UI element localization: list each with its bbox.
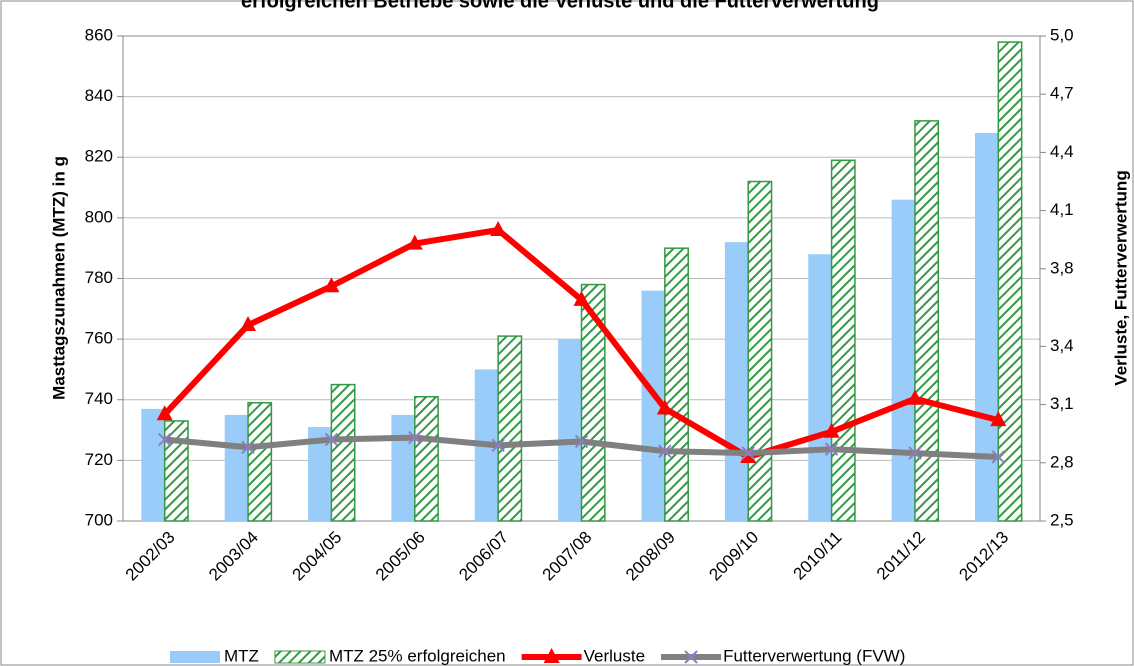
y-tick-label: 820 [85, 147, 113, 166]
marker [990, 411, 1007, 427]
y-tick-label: 740 [85, 389, 113, 408]
bar [830, 159, 856, 522]
marker [241, 440, 255, 454]
x-tick-label: 2004/05 [289, 528, 346, 585]
y2-tick-label: 4,4 [1050, 142, 1074, 161]
chart-title: erfolgreichen Betriebe sowie die Verlust… [241, 0, 879, 12]
legend-swatch [170, 651, 220, 663]
x-tick-label: 2011/12 [873, 528, 929, 584]
y2-tick-label: 3,4 [1050, 336, 1074, 355]
marker [741, 446, 755, 460]
bar [224, 414, 249, 521]
bar [664, 247, 689, 522]
x-tick-label: 2005/06 [372, 528, 429, 585]
y-tick-label: 840 [85, 86, 113, 105]
y2-tick-label: 5,0 [1050, 25, 1074, 44]
bar [891, 199, 915, 521]
y2-tick-label: 2,8 [1050, 452, 1074, 471]
legend-marker [684, 650, 698, 664]
bar [641, 290, 665, 521]
bar [808, 254, 832, 521]
marker [823, 422, 840, 438]
y-tick-label: 780 [85, 268, 113, 287]
marker [324, 432, 339, 447]
legend-label: MTZ [224, 646, 259, 665]
y-axis-label: Masttagszunahmen (MTZ) in g [49, 156, 68, 400]
marker [323, 277, 340, 293]
marker [491, 438, 505, 453]
bar [414, 395, 439, 522]
bar [497, 335, 523, 522]
bar [330, 383, 356, 522]
y2-tick-label: 3,8 [1050, 258, 1074, 277]
marker [906, 389, 923, 405]
x-tick-label: 2008/09 [622, 528, 679, 585]
marker [406, 234, 423, 250]
x-tick-label: 2009/10 [705, 528, 762, 585]
y2-axis-label: Verluste, Futterverwertung [1111, 170, 1130, 385]
legend-swatch [274, 650, 326, 664]
bar [580, 283, 606, 522]
marker [156, 405, 173, 421]
legend-label: Verluste [584, 646, 645, 665]
bar [391, 414, 415, 521]
bar [141, 408, 165, 521]
y2-tick-label: 3,1 [1050, 394, 1074, 413]
y2-tick-label: 2,5 [1050, 510, 1074, 529]
marker [658, 444, 672, 458]
marker [656, 399, 673, 415]
y-tick-label: 700 [85, 510, 113, 529]
bar [558, 339, 582, 521]
marker [908, 446, 922, 460]
x-tick-label: 2012/13 [955, 528, 1012, 585]
x-tick-label: 2006/07 [455, 528, 512, 585]
bar [163, 420, 189, 522]
bar [914, 120, 940, 522]
bar [974, 133, 999, 521]
y-tick-label: 720 [85, 450, 113, 469]
y2-tick-label: 4,7 [1050, 84, 1074, 103]
legend-label: Futterverwertung (FVW) [723, 646, 905, 665]
bar [997, 41, 1023, 522]
y2-tick-label: 4,1 [1050, 200, 1074, 219]
marker [240, 316, 257, 332]
bar [747, 180, 773, 522]
y-tick-label: 860 [85, 25, 113, 44]
legend-label: MTZ 25% erfolgreichen [329, 646, 506, 665]
x-tick-label: 2010/11 [790, 528, 846, 584]
marker [490, 221, 507, 236]
marker [408, 430, 422, 445]
marker [824, 442, 839, 456]
marker [573, 290, 590, 306]
y-tick-label: 800 [85, 207, 113, 226]
marker [574, 434, 589, 449]
x-tick-label: 2007/08 [539, 528, 596, 585]
x-tick-label: 2002/03 [122, 528, 179, 585]
x-tick-label: 2003/04 [205, 528, 262, 585]
bar [308, 427, 332, 521]
legend-marker [543, 648, 560, 663]
y-tick-label: 760 [85, 329, 113, 348]
bar [724, 242, 749, 521]
marker [991, 450, 1006, 464]
bar [247, 402, 273, 522]
marker [157, 432, 172, 447]
